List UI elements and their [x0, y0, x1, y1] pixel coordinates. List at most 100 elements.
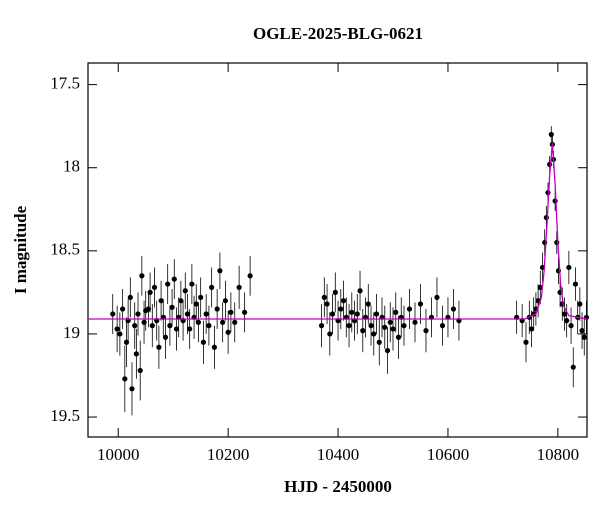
data-point [242, 309, 248, 315]
data-point [577, 301, 583, 307]
data-point [198, 294, 204, 300]
y-axis-label: I magnitude [11, 205, 30, 294]
data-point [566, 264, 572, 271]
data-point [222, 298, 228, 304]
data-point [349, 309, 355, 315]
x-tick-label: 10600 [427, 445, 470, 464]
data-point [167, 323, 173, 329]
data-point [360, 328, 366, 334]
data-point [165, 281, 171, 287]
data-point [184, 311, 191, 317]
data-point [171, 276, 177, 282]
y-tick-label: 19 [63, 323, 80, 342]
data-point [382, 324, 388, 330]
data-point [122, 376, 128, 382]
data-point [232, 319, 238, 325]
data-point [200, 339, 207, 345]
data-point [393, 309, 399, 315]
data-point [225, 329, 231, 335]
model-curve [88, 142, 588, 320]
data-point [209, 284, 215, 290]
data-point [327, 331, 333, 337]
data-point [406, 306, 413, 312]
data-point [318, 323, 325, 329]
data-point [169, 304, 175, 310]
data-point [132, 323, 138, 329]
data-point [178, 298, 184, 304]
data-point [236, 284, 242, 290]
data-point [147, 289, 153, 295]
plot-frame [87, 62, 588, 438]
data-point [395, 334, 402, 340]
data-point [135, 311, 141, 317]
data-point [214, 306, 220, 312]
data-point [137, 367, 143, 374]
data-point [581, 334, 587, 340]
data-point [547, 161, 553, 167]
data-point [247, 273, 253, 279]
data-point [127, 294, 133, 300]
data-point [133, 351, 139, 357]
data-point [211, 344, 217, 350]
chart-title: OGLE-2025-BLG-0621 [253, 24, 423, 43]
data-point [552, 198, 558, 204]
data-point [572, 281, 579, 287]
data-point [129, 386, 135, 392]
data-point [561, 311, 568, 317]
data-point [357, 288, 363, 294]
data-point [120, 306, 126, 312]
data-point [117, 331, 123, 337]
data-point [158, 298, 164, 304]
x-tick-label: 10000 [97, 445, 140, 464]
y-tick-label: 19.5 [50, 406, 80, 425]
data-point [321, 294, 327, 300]
data-point [110, 311, 116, 317]
data-point [173, 326, 180, 332]
data-point [368, 323, 374, 329]
data-point [139, 273, 145, 279]
data-point [162, 334, 169, 340]
data-point [417, 301, 424, 307]
data-point [332, 289, 338, 295]
data-point [537, 284, 543, 290]
data-point [564, 318, 570, 324]
y-tick-label: 18 [63, 157, 80, 176]
data-point [340, 298, 347, 304]
data-point [412, 319, 418, 325]
x-tick-label: 10200 [207, 445, 250, 464]
data-point [329, 311, 336, 317]
data-point [568, 323, 574, 329]
data-point [376, 339, 382, 345]
x-tick-label: 10400 [317, 445, 360, 464]
data-point [151, 284, 158, 290]
data-point [579, 328, 585, 334]
data-point [206, 323, 212, 329]
data-point [543, 214, 549, 221]
data-point [217, 268, 223, 274]
data-point [384, 347, 391, 354]
data-point [228, 309, 234, 315]
data-point [365, 301, 371, 307]
data-point [439, 323, 446, 329]
data-point [423, 328, 429, 334]
data-point [338, 306, 344, 312]
y-tick-label: 18.5 [50, 240, 80, 259]
data-point [156, 344, 162, 350]
x-axis-label: HJD - 2450000 [284, 477, 392, 496]
data-point [203, 311, 209, 317]
data-point [523, 339, 529, 345]
data-point [387, 319, 393, 325]
data-point [390, 326, 396, 332]
data-point [401, 323, 407, 329]
data-point [373, 311, 380, 317]
data-point [528, 326, 535, 332]
data-point [114, 326, 120, 332]
data-point [346, 323, 352, 329]
data-point [434, 294, 440, 300]
x-tick-label: 10800 [537, 445, 580, 464]
data-point [450, 306, 457, 312]
data-point [371, 331, 377, 337]
y-tick-label: 17.5 [50, 74, 80, 93]
